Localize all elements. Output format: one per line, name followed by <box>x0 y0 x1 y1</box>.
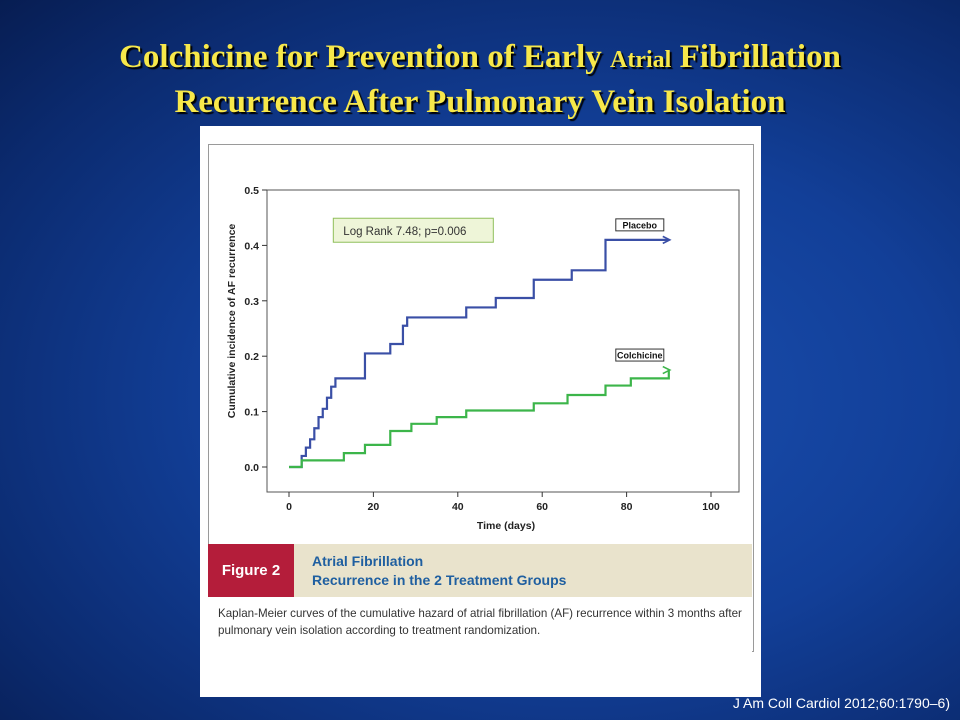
y-tick-label: 0.1 <box>244 407 259 419</box>
x-tick-label: 20 <box>368 501 380 513</box>
figure-caption-body: Kaplan-Meier curves of the cumulative ha… <box>208 597 752 677</box>
x-axis-label: Time (days) <box>477 520 535 532</box>
figure-caption-text: Kaplan-Meier curves of the cumulative ha… <box>218 607 742 637</box>
x-tick-label: 100 <box>702 501 720 513</box>
title-text-part: Colchicine for Prevention of Early <box>119 39 611 75</box>
x-tick-label: 60 <box>536 501 548 513</box>
placebo-series-line <box>289 238 669 469</box>
log-rank-annotation: Log Rank 7.48; p=0.006 <box>343 226 466 238</box>
placebo-series-end-arrow <box>662 235 672 245</box>
figure-caption-title-line-1: Atrial Fibrillation <box>312 553 424 569</box>
y-tick-label: 0.5 <box>244 185 259 197</box>
placebo-series-label: Placebo <box>623 220 658 230</box>
figure-caption-title-line-2: Recurrence in the 2 Treatment Groups <box>312 572 567 588</box>
colchicine-series-end-arrow <box>662 365 672 375</box>
slide-title: Colchicine for Prevention of Early Atria… <box>0 36 960 123</box>
y-tick-label: 0.3 <box>244 296 259 308</box>
x-tick-label: 40 <box>452 501 464 513</box>
title-text-small-word: Atrial <box>610 47 672 73</box>
log-rank-box <box>332 217 494 243</box>
citation: J Am Coll Cardiol 2012;60:1790–6) <box>732 695 950 711</box>
colchicine-legend-box <box>615 348 665 362</box>
y-axis-label: Cumulative incidence of AF recurrence <box>226 224 238 419</box>
km-chart: 0.0 0.1 0.2 0.3 0.4 0.5 0 20 40 60 80 100 Time (days… <box>226 185 740 532</box>
colchicine-series-line <box>289 370 670 469</box>
figure-panel: 0.0 0.1 0.2 0.3 0.4 0.5 0 20 40 60 80 100 Time (days… <box>200 126 761 697</box>
y-tick-label: 0.4 <box>244 240 259 252</box>
x-tick-label: 80 <box>621 501 633 513</box>
x-tick-label: 0 <box>286 501 292 513</box>
colchicine-series-label: Colchicine <box>617 351 663 361</box>
figure-caption-band: Figure 2 Atrial Fibrillation Recurrence … <box>208 544 752 597</box>
slide-title-line-1: Colchicine for Prevention of Early Atria… <box>0 36 960 81</box>
figure-tag: Figure 2 <box>208 544 294 597</box>
title-text-part: Fibrillation <box>671 39 841 75</box>
plot-area-border <box>266 189 740 493</box>
y-tick-label: 0.0 <box>244 462 259 474</box>
slide-title-line-2: Recurrence After Pulmonary Vein Isolatio… <box>174 84 786 120</box>
y-tick-label: 0.2 <box>244 351 259 363</box>
figure-caption-title: Atrial Fibrillation Recurrence in the 2 … <box>312 552 742 590</box>
placebo-legend-box <box>615 218 665 232</box>
